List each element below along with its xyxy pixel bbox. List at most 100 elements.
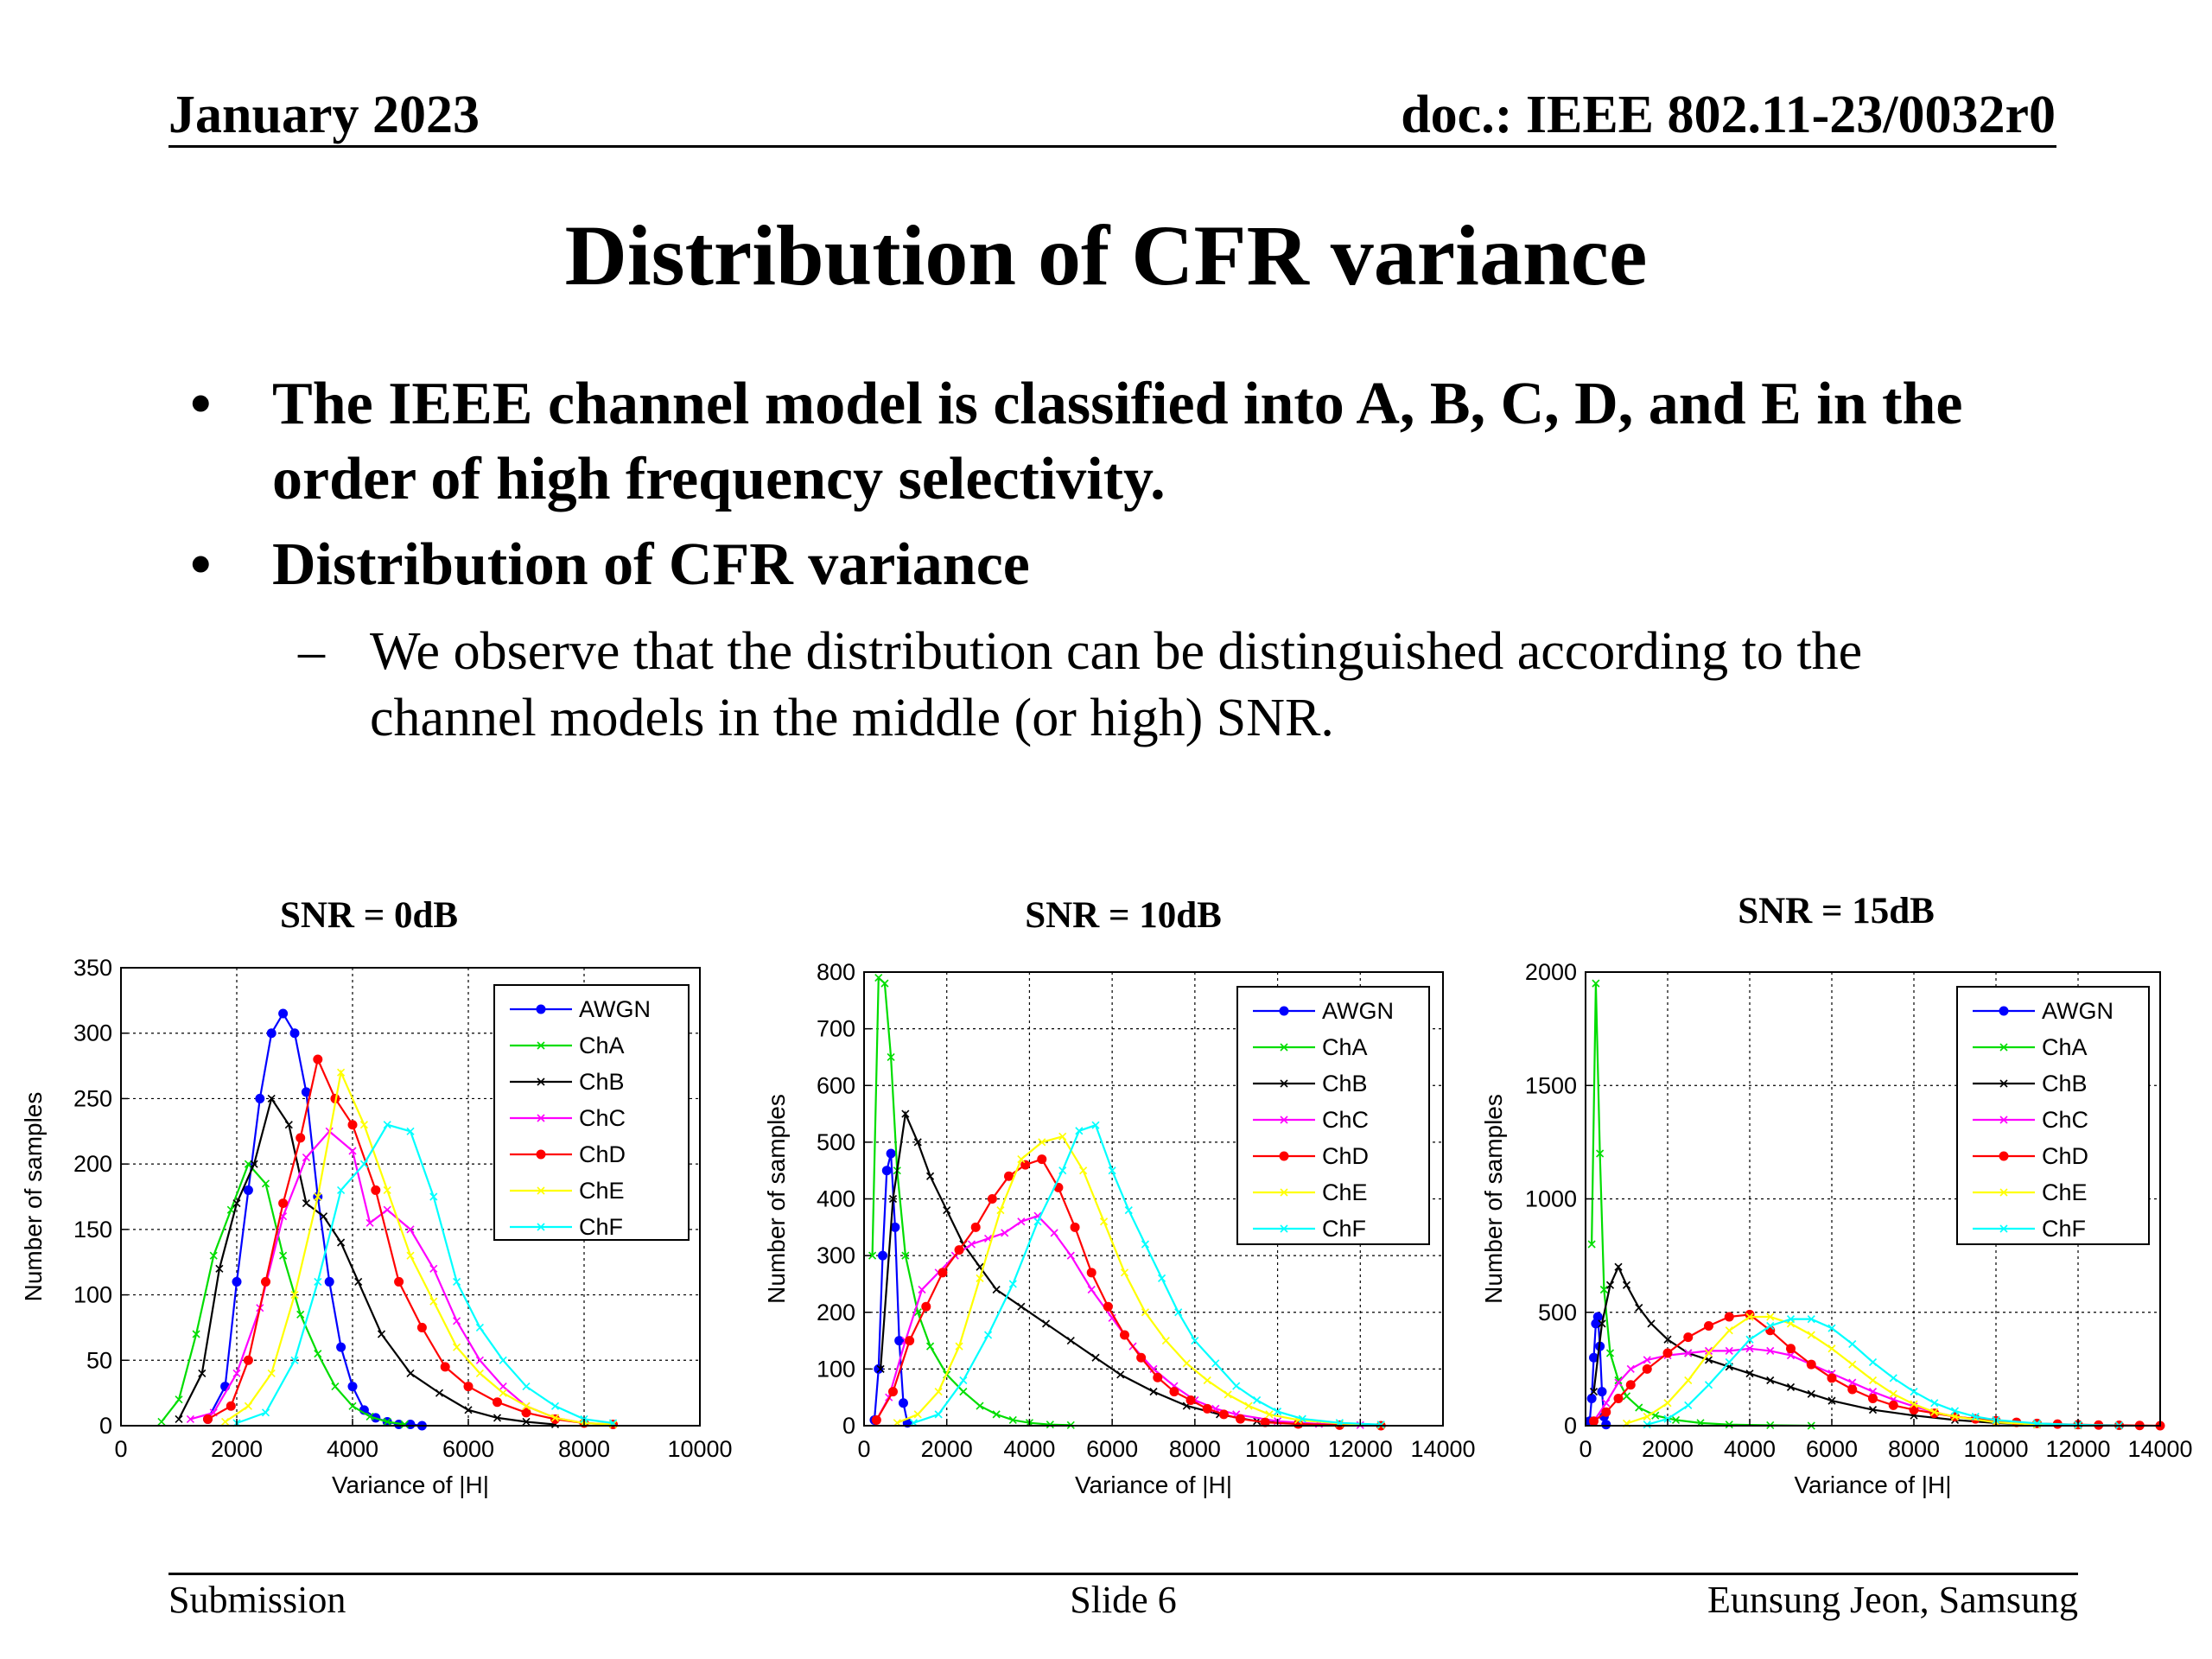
y-tick-label: 0	[1564, 1413, 1577, 1439]
data-point-chf	[1868, 1357, 1878, 1367]
data-point-chb	[284, 1121, 293, 1129]
data-point-che	[267, 1369, 276, 1377]
x-tick-label: 10000	[667, 1436, 732, 1462]
data-point-che	[996, 1206, 1005, 1215]
data-point-chb	[175, 1414, 183, 1423]
chart-snr-10db: 0 2000 4000 6000 8000 10000 12000 14000 0 100 200 3…	[763, 959, 1476, 1498]
data-point-chc	[1087, 1285, 1096, 1294]
data-point-chd	[1070, 1222, 1080, 1232]
data-point-chb	[1663, 1335, 1672, 1344]
data-point-awgn	[874, 1363, 884, 1374]
data-point-che	[1265, 1410, 1274, 1419]
data-point-chd	[1662, 1348, 1673, 1358]
legend-label-chc: ChC	[2042, 1107, 2088, 1133]
legend-label-chf: ChF	[2042, 1216, 2086, 1242]
x-tick-label: 0	[114, 1436, 127, 1462]
data-point-chf	[290, 1356, 299, 1364]
data-point-che	[1684, 1376, 1693, 1385]
series-line-cha	[1591, 983, 1812, 1427]
data-point-che	[1161, 1336, 1170, 1345]
data-point-chf	[499, 1356, 507, 1364]
legend-label-chf: ChF	[579, 1214, 623, 1240]
x-tick-label: 2000	[921, 1436, 973, 1462]
legend-marker-chb	[1280, 1079, 1288, 1088]
x-tick-label: 4000	[327, 1436, 378, 1462]
data-point-chd	[1103, 1301, 1113, 1312]
data-point-cha	[192, 1330, 200, 1338]
data-point-chc	[1704, 1346, 1713, 1355]
data-point-che	[1827, 1344, 1836, 1353]
data-point-chd	[1589, 1416, 1599, 1427]
footer-submission: Submission	[168, 1579, 346, 1621]
bullet-dot-1: •	[190, 371, 212, 437]
data-point-awgn	[347, 1382, 358, 1392]
data-point-chb	[302, 1199, 310, 1208]
data-point-chd	[243, 1355, 253, 1365]
data-point-awgn	[1592, 1312, 1603, 1322]
y-tick-label: 150	[73, 1217, 112, 1243]
legend-marker-chb	[537, 1077, 545, 1086]
data-point-chc	[1001, 1229, 1009, 1237]
data-point-chb	[1807, 1389, 1815, 1398]
data-point-chd	[1847, 1384, 1858, 1395]
legend-marker-cha	[1999, 1043, 2008, 1052]
data-point-che	[359, 1121, 368, 1129]
data-point-che	[522, 1402, 531, 1410]
bullet-1-line-1: The IEEE channel model is classified int…	[272, 371, 1963, 437]
x-tick-label: 12000	[1328, 1436, 1393, 1462]
data-point-cha	[880, 979, 889, 988]
data-point-chc	[429, 1264, 438, 1273]
data-point-chb	[1017, 1302, 1026, 1311]
y-tick-label: 500	[1538, 1300, 1577, 1325]
data-point-chc	[1868, 1388, 1878, 1396]
data-point-che	[1889, 1389, 1897, 1398]
legend-label-chc: ChC	[1322, 1107, 1369, 1133]
data-point-chd	[1260, 1417, 1270, 1427]
data-point-chb	[1868, 1406, 1878, 1414]
data-point-chd	[493, 1397, 502, 1408]
data-point-chd	[416, 1322, 427, 1332]
data-point-chf	[1950, 1407, 1960, 1415]
data-point-chc	[453, 1317, 461, 1325]
data-point-chc	[348, 1147, 357, 1155]
legend-label-chd: ChD	[579, 1141, 626, 1167]
legend-marker-che	[1999, 1188, 2008, 1197]
data-point-che	[406, 1251, 415, 1260]
data-point-chf	[453, 1277, 461, 1286]
legend-marker-cha	[537, 1041, 545, 1050]
data-point-che	[475, 1369, 484, 1377]
x-tick-label: 14000	[1410, 1436, 1475, 1462]
data-point-chd	[1806, 1359, 1816, 1370]
data-point-chf	[429, 1192, 438, 1201]
data-point-chf	[1108, 1166, 1116, 1175]
data-point-chc	[1602, 1399, 1611, 1408]
legend-marker-chd	[1279, 1151, 1289, 1161]
data-point-cha	[992, 1410, 1001, 1419]
data-point-awgn	[890, 1222, 900, 1232]
data-point-chd	[1185, 1395, 1196, 1405]
x-tick-label: 4000	[1724, 1436, 1776, 1462]
data-point-cha	[1725, 1421, 1733, 1429]
data-point-che	[955, 1342, 963, 1351]
legend-label-chd: ChD	[2042, 1143, 2088, 1169]
bullet-1-line-2: order of high frequency selectivity.	[272, 446, 1166, 512]
data-point-awgn	[1597, 1387, 1607, 1397]
data-point-che	[2032, 1421, 2042, 1429]
data-point-chb	[377, 1330, 386, 1338]
data-point-chb	[1622, 1281, 1631, 1289]
legend-label-chd: ChD	[1322, 1143, 1369, 1169]
y-axis-label: Number of samples	[20, 1092, 47, 1302]
x-tick-label: 10000	[1245, 1436, 1310, 1462]
data-point-chd	[1136, 1352, 1147, 1363]
data-point-che	[1704, 1349, 1713, 1357]
data-point-cha	[868, 1251, 877, 1260]
x-tick-label: 2000	[211, 1436, 263, 1462]
data-point-chd	[1153, 1372, 1163, 1382]
data-point-chf	[1174, 1308, 1183, 1317]
data-point-chf	[1376, 1421, 1385, 1429]
data-point-che	[1100, 1217, 1109, 1226]
data-point-cha	[365, 1412, 374, 1421]
data-point-chf	[475, 1323, 484, 1332]
data-point-chd	[1724, 1312, 1734, 1322]
data-point-chf	[1033, 1217, 1042, 1226]
